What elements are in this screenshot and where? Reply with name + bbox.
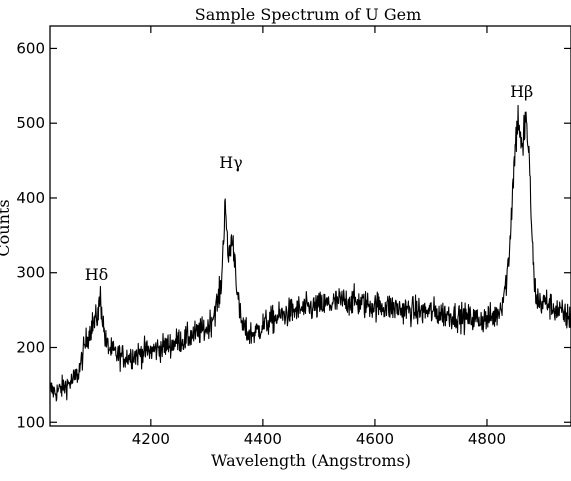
spectrum-line <box>50 104 571 402</box>
chart-title: Sample Spectrum of U Gem <box>195 5 422 24</box>
y-tick-label: 200 <box>16 338 45 356</box>
y-tick-label: 400 <box>16 189 45 207</box>
y-tick-label: 100 <box>16 413 45 431</box>
annotation-label: Hγ <box>219 153 243 172</box>
annotations: Hδ Hγ Hβ <box>85 82 534 284</box>
plot-frame <box>49 25 571 427</box>
x-axis-label: Wavelength (Angstroms) <box>211 451 411 470</box>
x-tick-label: 4800 <box>468 430 506 448</box>
y-axis-label: Counts <box>0 199 13 256</box>
x-tick-label: 4400 <box>244 430 282 448</box>
y-tick-label: 300 <box>16 264 45 282</box>
y-tick-label: 600 <box>16 39 45 57</box>
x-tick-label: 4200 <box>132 430 170 448</box>
y-axis: 100 200 300 400 500 600 <box>16 39 571 431</box>
x-tick-label: 4600 <box>356 430 394 448</box>
plot-area <box>50 104 571 402</box>
x-axis: 4200 4400 4600 4800 <box>132 26 506 448</box>
annotation-label: Hδ <box>85 265 109 284</box>
annotation-label: Hβ <box>510 82 533 101</box>
y-tick-label: 500 <box>16 114 45 132</box>
